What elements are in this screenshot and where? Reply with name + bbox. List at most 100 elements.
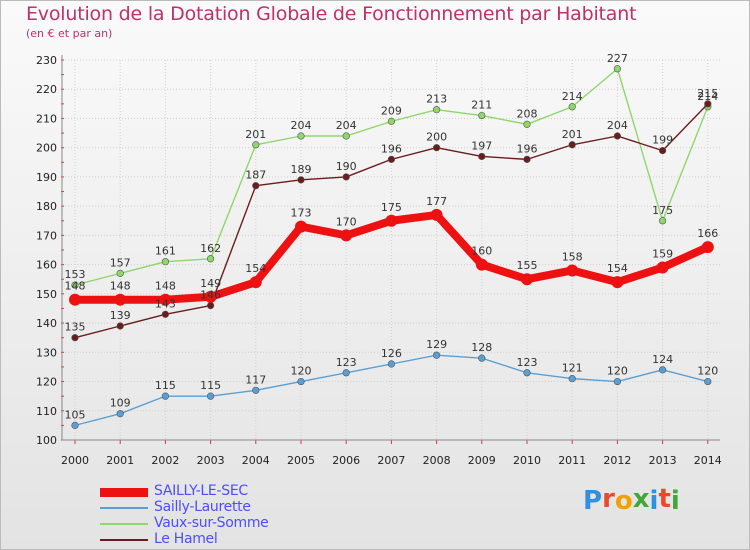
data-label-sailly-le-sec: 160: [471, 245, 492, 258]
data-label-vaux-sur-somme: 161: [155, 245, 176, 258]
data-label-le-hamel: 139: [110, 309, 131, 322]
data-point-sailly-le-sec: [566, 264, 579, 277]
legend-label: SAILLY-LE-SEC: [154, 483, 248, 499]
y-tick-label: 110: [36, 405, 57, 418]
data-label-sailly-laurette: 129: [426, 338, 447, 351]
y-tick-label: 190: [36, 171, 57, 184]
data-point-sailly-le-sec: [159, 293, 172, 306]
data-point-vaux-sur-somme: [297, 132, 305, 140]
data-point-sailly-le-sec: [656, 261, 669, 274]
data-label-le-hamel: 196: [517, 142, 538, 155]
x-tick-label: 2000: [61, 454, 89, 467]
data-label-le-hamel: 143: [155, 297, 176, 310]
data-label-vaux-sur-somme: 157: [110, 256, 131, 269]
data-label-le-hamel: 146: [200, 289, 221, 302]
data-point-le-hamel: [116, 322, 124, 330]
data-point-vaux-sur-somme: [116, 269, 124, 277]
data-point-sailly-laurette: [116, 410, 124, 418]
data-point-sailly-laurette: [342, 369, 350, 377]
data-label-sailly-le-sec: 155: [517, 259, 538, 272]
data-point-sailly-le-sec: [114, 293, 127, 306]
x-tick-label: 2010: [513, 454, 541, 467]
y-tick-label: 210: [36, 112, 57, 125]
x-tick-label: 2013: [649, 454, 677, 467]
data-label-sailly-laurette: 126: [381, 347, 402, 360]
data-label-vaux-sur-somme: 204: [336, 119, 357, 132]
y-tick-label: 230: [36, 54, 57, 67]
data-point-vaux-sur-somme: [613, 65, 622, 73]
data-label-sailly-laurette: 109: [110, 397, 131, 410]
x-tick-label: 2005: [287, 454, 315, 467]
legend-swatch: [100, 487, 148, 497]
data-label-sailly-le-sec: 159: [652, 248, 673, 261]
data-labels: 105 109 115 115 117 120 123 126 129 128 123 121 120 1…: [65, 52, 719, 422]
data-label-sailly-laurette: 124: [652, 353, 673, 366]
data-point-sailly-laurette: [161, 392, 169, 400]
axes: 100 110 120 130 140 150 160 170 180 190 200 210 220 2…: [36, 54, 722, 467]
data-point-le-hamel: [387, 155, 396, 163]
data-label-sailly-le-sec: 148: [65, 280, 86, 293]
data-point-le-hamel: [613, 132, 622, 140]
x-tick-label: 2007: [377, 454, 405, 467]
data-label-sailly-le-sec: 166: [697, 227, 718, 240]
data-label-sailly-le-sec: 158: [562, 250, 583, 263]
y-tick-label: 170: [36, 229, 57, 242]
data-point-le-hamel: [523, 155, 531, 163]
data-label-le-hamel: 190: [336, 160, 357, 173]
data-label-sailly-le-sec: 170: [336, 215, 357, 228]
data-label-le-hamel: 200: [426, 131, 447, 144]
data-point-le-hamel: [161, 310, 169, 318]
y-tick-label: 220: [36, 83, 57, 96]
data-label-sailly-laurette: 117: [245, 373, 266, 386]
data-point-sailly-le-sec: [385, 214, 398, 227]
data-label-vaux-sur-somme: 175: [652, 204, 673, 217]
data-point-vaux-sur-somme: [342, 132, 350, 140]
y-tick-label: 150: [36, 288, 57, 301]
data-point-sailly-laurette: [613, 377, 622, 386]
data-label-sailly-le-sec: 148: [110, 280, 131, 293]
data-label-vaux-sur-somme: 209: [381, 104, 402, 117]
data-point-sailly-laurette: [207, 392, 215, 400]
y-tick-label: 130: [36, 346, 57, 359]
data-point-vaux-sur-somme: [658, 217, 667, 225]
data-label-le-hamel: 187: [245, 169, 266, 182]
data-label-sailly-le-sec: 148: [155, 280, 176, 293]
data-label-sailly-laurette: 120: [607, 365, 628, 378]
series: [69, 65, 714, 429]
data-point-vaux-sur-somme: [161, 258, 169, 266]
proxiti-logo: Proxiti: [583, 484, 680, 516]
data-point-sailly-le-sec: [521, 273, 533, 286]
data-point-sailly-laurette: [387, 360, 396, 368]
data-label-sailly-laurette: 115: [155, 379, 176, 392]
data-point-sailly-le-sec: [340, 229, 353, 242]
data-label-sailly-laurette: 115: [200, 379, 221, 392]
data-point-sailly-laurette: [568, 375, 576, 383]
legend-label: Le Hamel: [154, 531, 218, 547]
data-point-sailly-laurette: [71, 421, 79, 429]
data-label-le-hamel: 135: [65, 321, 86, 334]
data-label-sailly-le-sec: 154: [245, 262, 266, 275]
data-point-vaux-sur-somme: [252, 141, 260, 149]
data-point-le-hamel: [478, 152, 486, 161]
chart-title: Evolution de la Dotation Globale de Fonc…: [26, 3, 637, 25]
data-label-sailly-laurette: 123: [336, 356, 357, 369]
data-label-vaux-sur-somme: 214: [562, 90, 583, 103]
data-point-sailly-le-sec: [69, 293, 81, 306]
y-tick-label: 140: [36, 317, 57, 330]
data-point-le-hamel: [658, 147, 667, 155]
y-tick-label: 180: [36, 200, 57, 213]
y-tick-label: 160: [36, 259, 57, 272]
x-tick-label: 2014: [694, 454, 722, 467]
data-point-vaux-sur-somme: [71, 281, 79, 289]
data-label-le-hamel: 204: [607, 119, 628, 132]
data-label-le-hamel: 201: [562, 128, 583, 141]
data-label-le-hamel: 189: [291, 163, 312, 176]
x-tick-label: 2001: [106, 454, 134, 467]
data-point-le-hamel: [568, 141, 576, 149]
legend-swatch: [100, 507, 148, 509]
data-label-vaux-sur-somme: 213: [426, 93, 447, 106]
legend-label: Vaux-sur-Somme: [154, 515, 269, 531]
data-point-sailly-le-sec: [701, 241, 714, 254]
data-point-vaux-sur-somme: [433, 106, 441, 114]
data-label-le-hamel: 196: [381, 142, 402, 155]
